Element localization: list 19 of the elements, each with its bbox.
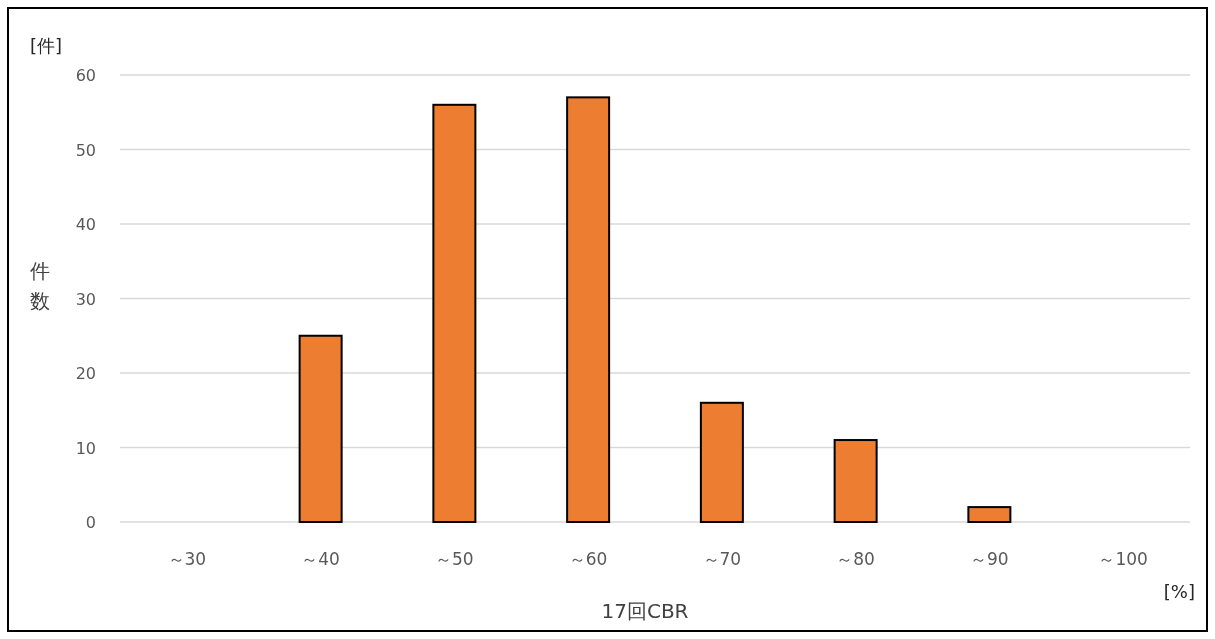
x-tick-label: ～80 <box>836 549 875 569</box>
y-tick-label: 60 <box>75 66 96 85</box>
text: [%] <box>1163 581 1195 602</box>
x-tick-label: ～60 <box>568 549 608 569</box>
y-tick-label: 0 <box>85 513 96 532</box>
y-axis-title: 件数 <box>30 259 50 313</box>
x-tick-label: ～90 <box>970 549 1009 569</box>
y-tick-label: 10 <box>75 438 96 458</box>
y-tick-label: 20 <box>75 364 96 383</box>
x-tick-label: ～70 <box>702 549 742 569</box>
y-tick-label: 40 <box>75 215 96 234</box>
x-tick-label: ～40 <box>301 549 340 569</box>
x-tick-label: ～100 <box>1098 549 1148 569</box>
x-axis-title: 17回CBR <box>601 599 689 623</box>
y-tick-label: 30 <box>75 289 96 309</box>
y-tick-label: 50 <box>75 140 96 160</box>
text: [件] <box>30 35 63 56</box>
x-tick-label: ～50 <box>435 549 474 569</box>
x-tick-label: ～30 <box>167 549 207 569</box>
